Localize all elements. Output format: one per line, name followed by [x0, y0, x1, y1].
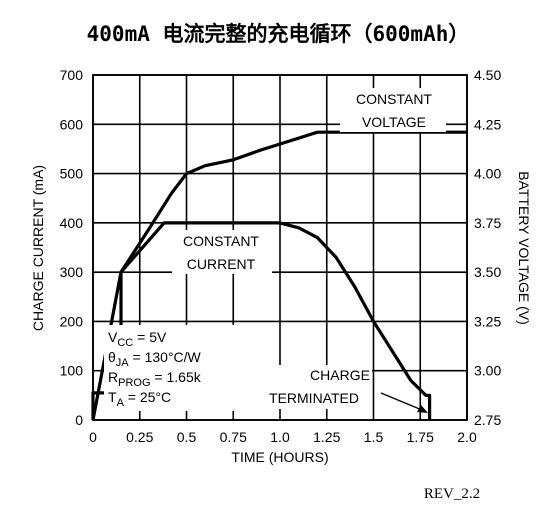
right-tick-label: 3.50 [474, 264, 501, 280]
plot-frame [92, 74, 468, 421]
x-tick-label: 0.5 [177, 429, 197, 445]
right-tick-label: 3.25 [474, 313, 501, 329]
x-tick-label: 1.75 [407, 429, 434, 445]
x-tick-label: 0.75 [220, 429, 247, 445]
condition-line: RPROG = 1.65k [108, 369, 202, 389]
x-tick-labels: 0 0.25 0.5 0.75 1.0 1.25 1.5 1.75 2.0 [89, 429, 477, 445]
x-tick-label: 0 [89, 429, 97, 445]
x-tick-label: 0.25 [126, 429, 153, 445]
constant-voltage-label-bg [340, 88, 446, 132]
right-tick-label: 4.00 [474, 166, 501, 182]
condition-line: VCC = 5V [108, 329, 167, 349]
left-tick-label: 300 [60, 264, 84, 280]
right-tick-label: 4.50 [474, 67, 501, 83]
constant-current-label-1: CONSTANT [183, 233, 259, 249]
condition-line: θJA = 130°C/W [108, 349, 202, 369]
left-tick-label: 200 [60, 313, 84, 329]
charge-terminated-label-bg [258, 365, 372, 409]
left-tick-label: 500 [60, 166, 84, 182]
right-tick-label: 2.75 [474, 412, 501, 428]
constant-voltage-label-2: VOLTAGE [362, 114, 426, 130]
charge-current-line [91, 221, 432, 420]
x-tick-label: 1.25 [313, 429, 340, 445]
left-tick-labels: 0 100 200 300 400 500 600 700 [60, 67, 84, 428]
x-tick-label: 1.0 [270, 429, 290, 445]
charge-terminated-label-2: TERMINATED [269, 390, 359, 406]
left-tick-label: 0 [75, 412, 83, 428]
x-axis-label: TIME (HOURS) [231, 449, 328, 465]
right-tick-label: 3.00 [474, 363, 501, 379]
constant-current-label-bg [172, 230, 272, 274]
battery-voltage-line [91, 130, 467, 421]
right-tick-label: 4.25 [474, 116, 501, 132]
chart-title: 400mA 电流完整的充电循环（600mAh） [87, 22, 470, 46]
right-tick-labels: 2.75 3.00 3.25 3.50 3.75 4.00 4.25 4.50 [474, 67, 501, 428]
charge-terminated-label-1: CHARGE [310, 367, 370, 383]
left-tick-label: 700 [60, 67, 84, 83]
revision-footer: REV_2.2 [424, 486, 480, 502]
right-axis-label: BATTERY VOLTAGE (V) [516, 171, 532, 325]
constant-voltage-label-1: CONSTANT [356, 91, 432, 107]
x-tick-label: 1.5 [364, 429, 384, 445]
condition-line: TA = 25°C [108, 389, 171, 409]
x-tick-label: 2.0 [457, 429, 477, 445]
constant-current-label-2: CURRENT [187, 256, 256, 272]
charge-terminated-arrowhead [417, 405, 428, 413]
left-axis-label: CHARGE CURRENT (mA) [30, 165, 46, 331]
left-tick-label: 600 [60, 116, 84, 132]
left-tick-label: 100 [60, 363, 84, 379]
left-tick-label: 400 [60, 215, 84, 231]
charge-terminated-arrow [380, 392, 423, 411]
right-tick-label: 3.75 [474, 215, 501, 231]
conditions-bg [104, 325, 262, 411]
